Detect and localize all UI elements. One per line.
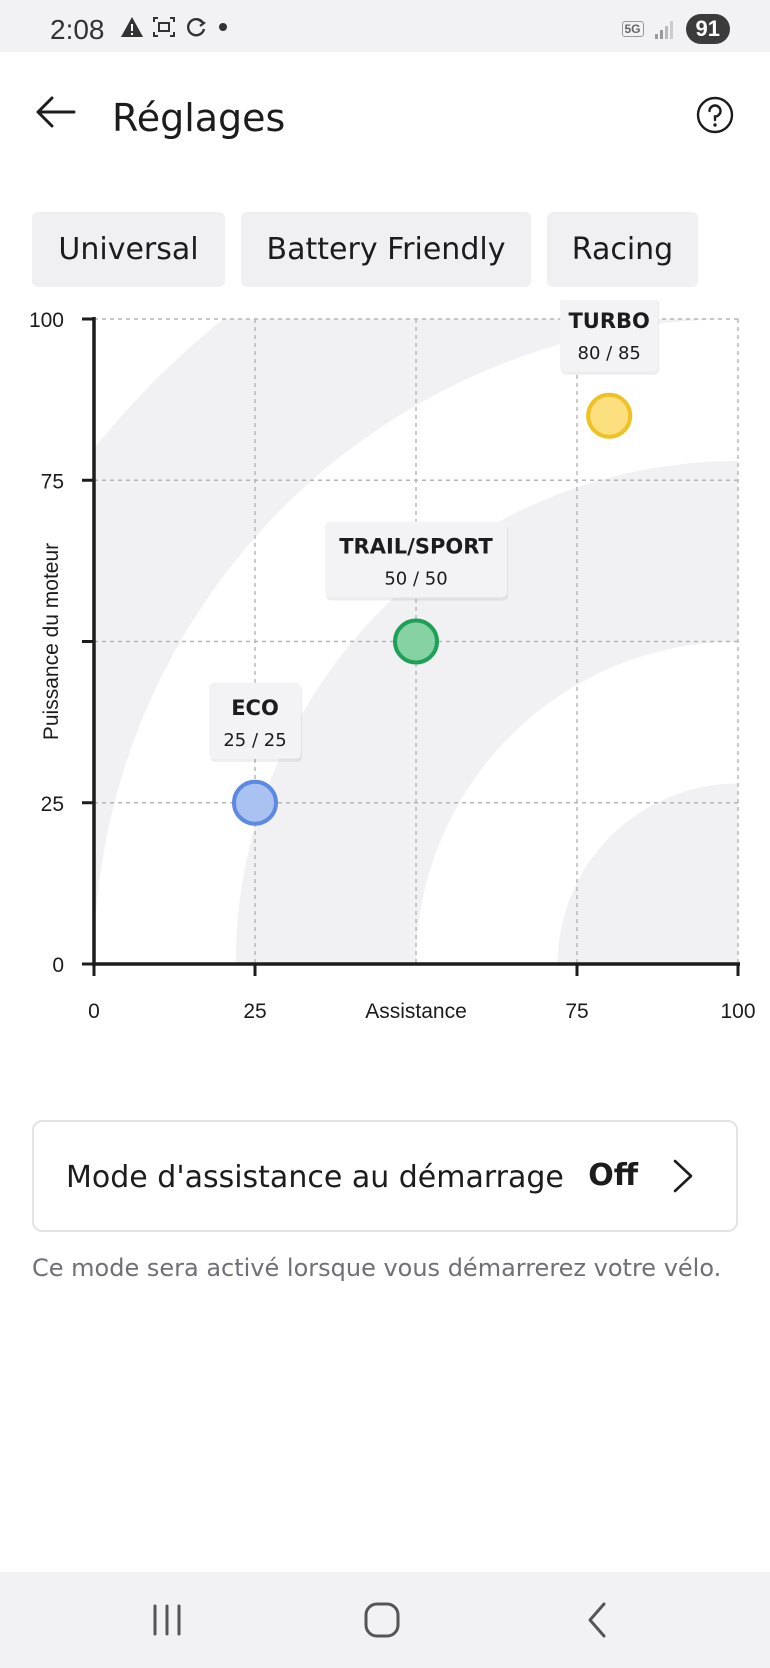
point-name-label: TURBO [568,309,649,333]
status-notification-icons [120,16,230,38]
status-time: 2:08 [50,14,105,45]
back-arrow-icon[interactable] [34,92,78,132]
network-type-label: 5G [621,21,644,37]
assistance-chart-svg: 0 25 75 100 0 25 75 100 Assistance Puissance du … [29,300,756,1023]
x-tick-label: 25 [243,1000,266,1023]
dot-icon [219,23,227,31]
y-tick-label: 25 [41,793,64,816]
y-axis-label: Puissance du moteur [40,543,63,740]
point-marker [586,392,633,439]
help-icon[interactable] [696,96,734,134]
status-system-icons: 5G 91 [621,14,730,44]
app-bar: Réglages [0,52,770,182]
tab-battery-friendly[interactable]: Battery Friendly [241,212,531,287]
x-tick-label: 0 [88,1000,100,1023]
preset-tabs: Universal Battery Friendly Racing [32,212,698,287]
point-card [209,682,301,759]
startup-mode-value: Off [588,1158,638,1193]
mode-point-eco: ECO 25 / 25 [209,682,302,826]
system-nav-bar [0,1572,770,1668]
warning-icon [121,17,143,37]
point-value-label: 50 / 50 [384,569,447,590]
startup-mode-label: Mode d'assistance au démarrage [66,1160,564,1195]
point-value-label: 80 / 85 [578,343,641,364]
screenshot-icon [153,17,175,37]
point-name-label: ECO [231,696,279,720]
sync-icon [187,18,206,37]
mode-point-trail-sport: TRAIL/SPORT 50 / 50 [325,521,508,665]
chevron-right-icon [673,1159,693,1193]
zone-band [557,783,738,964]
x-axis-label: Assistance [365,1000,467,1023]
point-value-label: 25 / 25 [223,730,286,751]
recent-apps-icon[interactable] [142,1600,192,1640]
page-title: Réglages [112,96,286,140]
mode-point-turbo: TURBO 80 / 85 [560,300,660,439]
zone-band [235,460,738,964]
tab-racing[interactable]: Racing [547,212,698,287]
tab-universal[interactable]: Universal [32,212,225,287]
point-name-label: TRAIL/SPORT [339,535,493,559]
x-tick-label: 100 [720,1000,755,1023]
assistance-chart: 0 25 75 100 0 25 75 100 Assistance Puissance du … [0,300,770,1040]
point-card [560,300,659,372]
point-marker [232,779,278,826]
back-nav-icon[interactable] [574,1600,624,1640]
home-icon[interactable] [357,1600,407,1640]
startup-mode-row[interactable]: Mode d'assistance au démarrage Off [32,1120,738,1232]
status-bar: 2:08 5G 91 [0,0,770,52]
y-tick-label: 100 [29,309,64,332]
point-marker [393,618,439,665]
y-tick-label: 75 [41,470,64,493]
startup-mode-hint: Ce mode sera activé lorsque vous démarre… [32,1254,722,1282]
y-tick-label: 0 [52,954,64,977]
signal-icon [654,21,673,39]
point-card [325,521,507,598]
battery-level: 91 [685,14,730,44]
x-tick-label: 75 [565,1000,588,1023]
